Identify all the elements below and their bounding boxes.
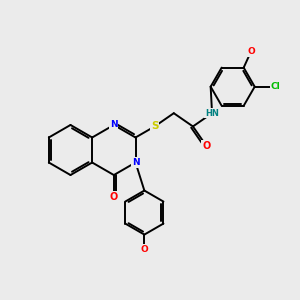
Text: O: O: [202, 141, 210, 151]
Text: O: O: [110, 192, 118, 202]
Text: N: N: [132, 158, 139, 167]
Text: HN: HN: [205, 109, 219, 118]
Text: O: O: [247, 47, 255, 56]
Text: S: S: [151, 122, 158, 131]
Text: Cl: Cl: [270, 82, 280, 91]
Text: O: O: [140, 245, 148, 254]
Text: N: N: [110, 121, 118, 130]
